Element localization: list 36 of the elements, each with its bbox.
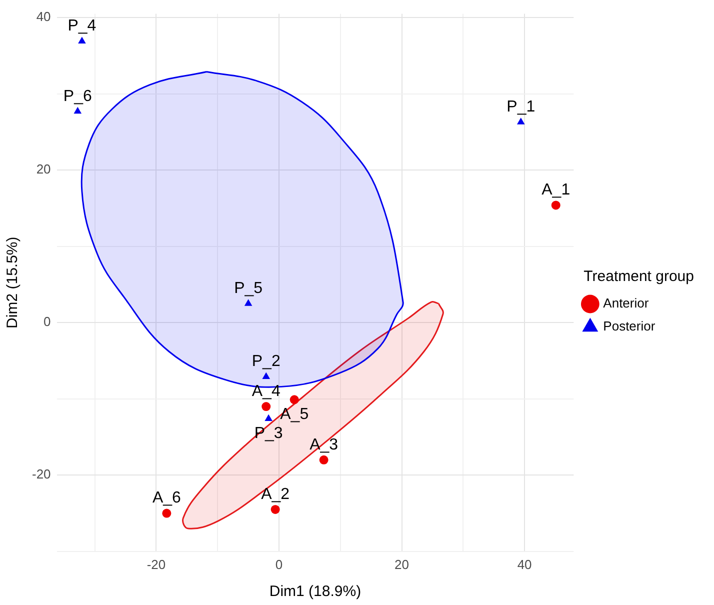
annotation: A_4 [252, 382, 280, 400]
annotation: A_6 [152, 490, 182, 507]
point [290, 395, 299, 404]
point [262, 402, 271, 412]
annotation: A_5 [280, 406, 309, 424]
x-tick-label: 20 [394, 556, 410, 572]
legend-label: Anterior [603, 296, 650, 311]
legend-title: Treatment group [584, 268, 694, 286]
y-tick-label: 0 [44, 314, 51, 330]
annotation: P_4 [68, 18, 96, 35]
annotation: A_1 [542, 182, 570, 199]
y-tick-label: 20 [36, 162, 51, 177]
x-tick-label: -20 [146, 556, 166, 572]
point [74, 106, 82, 114]
annotation: A_2 [261, 486, 290, 503]
annotation: P_3 [254, 425, 283, 442]
annotation: P_2 [252, 353, 280, 370]
annotation: P_5 [234, 280, 263, 297]
point [270, 504, 280, 514]
y-axis-title: Dim2 (15.5%) [4, 236, 22, 328]
point [516, 118, 525, 124]
annotation: P_1 [506, 98, 536, 116]
x-axis-title: Dim1 (18.9%) [269, 583, 362, 600]
legend-label: Posterior [603, 318, 656, 334]
point [162, 508, 172, 518]
annotation: P_6 [63, 88, 92, 105]
point [264, 414, 272, 421]
point [551, 200, 560, 210]
point [244, 299, 252, 306]
x-tick-label: 0 [275, 556, 283, 572]
point [78, 36, 86, 44]
point [319, 455, 328, 464]
x-tick-label: 40 [517, 556, 532, 572]
point [262, 372, 270, 380]
y-tick-label: 40 [36, 9, 51, 24]
y-tick-label: -20 [32, 466, 51, 482]
